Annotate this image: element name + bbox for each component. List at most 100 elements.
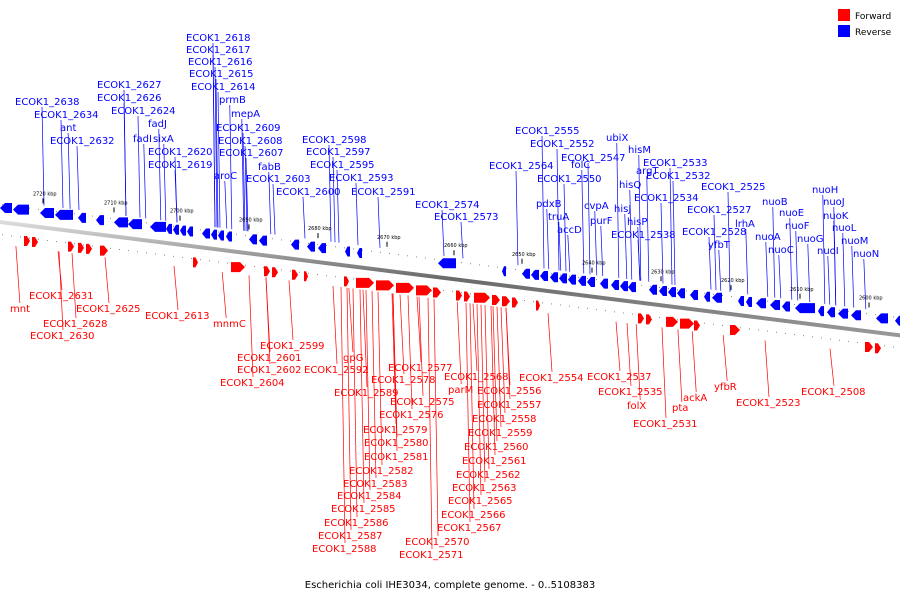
forward-gene-label: ECOK1_2561 [462,456,527,467]
track-ruler-dot [461,262,462,264]
reverse-gene-arrow [540,271,548,282]
track-ruler-dot [848,340,849,342]
reverse-gene-label: argT [636,166,659,177]
reverse-gene-label: ECOK1_2624 [111,106,176,117]
forward-leader-line [764,340,770,398]
track-ruler-dot [65,242,66,244]
track-ruler-dot [299,241,300,243]
reverse-leader-line [616,142,620,278]
reverse-gene-label: ECOK1_2552 [530,139,595,150]
forward-gene-label: ECOK1_2531 [633,419,698,430]
forward-gene-arrow [464,291,470,302]
track-ruler-dot [245,264,246,266]
forward-gene-label: ECOK1_2562 [456,470,521,481]
track-ruler-dot [74,213,75,215]
forward-gene-label: ECOK1_2558 [472,414,537,425]
forward-gene-label: ECOK1_2523 [736,398,801,409]
reverse-gene-label: ant [60,123,76,134]
track-ruler-dot [497,266,498,268]
forward-gene-label: pta [672,403,688,414]
track-ruler-dot [659,287,660,289]
forward-gene-label: ECOK1_2575 [390,397,455,408]
forward-leader-line [661,327,667,419]
track-ruler-dot [272,238,273,240]
legend-label-reverse: Reverse [855,28,892,38]
track-ruler-dot [623,312,624,314]
reverse-gene-label: nuoL [832,223,857,234]
track-ruler-dot [398,254,399,256]
track-ruler-dot [425,257,426,259]
track-ruler-dot [137,251,138,253]
reverse-gene-arrow [166,223,172,234]
reverse-leader-line [567,234,571,272]
reverse-leader-line [789,217,793,300]
forward-gene-arrow [32,237,38,248]
forward-leader-line [722,335,728,382]
axis-tick-label: 2700 kbp [170,209,194,215]
track-ruler-dot [128,250,129,252]
reverse-gene-arrow [307,241,315,252]
track-ruler-dot [254,266,255,268]
reverse-gene-label: nuoH [812,185,838,196]
track-ruler-dot [596,309,597,311]
forward-gene-label: mnt [10,304,30,315]
reverse-leader-line [328,144,332,242]
reverse-leader-line [638,154,642,281]
track-ruler-dot [479,264,480,266]
forward-gene-label: ECOK1_2571 [399,550,464,561]
track-ruler-dot [227,232,228,234]
reverse-leader-line [336,169,340,243]
track-ruler-dot [803,335,804,337]
track-ruler-dot [146,252,147,254]
forward-gene-arrow [666,316,678,327]
track-ruler-dot [839,309,840,311]
reverse-leader-line [460,221,464,259]
reverse-leader-line [272,183,276,235]
reverse-gene-label: ECOK1_2600 [276,187,341,198]
forward-leader-line [399,294,405,375]
reverse-gene-label: nuoC [768,245,794,256]
reverse-gene-arrow [770,300,780,311]
forward-gene-arrow [68,241,74,252]
reverse-gene-arrow [550,272,558,283]
track-ruler-dot [794,334,795,336]
reverse-gene-label: ECOK1_2627 [97,80,162,91]
reverse-leader-line [558,221,562,271]
reverse-gene-label: aroC [214,171,237,182]
forward-gene-arrow [416,285,432,296]
forward-gene-arrow [356,277,374,288]
reverse-leader-line [215,78,219,228]
forward-gene-label: ECOK1_2580 [364,438,429,449]
map-caption: Escherichia coli IHE3034, complete genom… [305,580,595,591]
reverse-gene-arrow [851,310,861,321]
reverse-gene-arrow [649,284,657,295]
reverse-gene-arrow [40,208,54,219]
forward-gene-label: mnmC [213,319,246,330]
forward-gene-arrow [680,318,694,329]
forward-gene-label: ECOK1_2508 [801,387,866,398]
label-leader-lines [15,42,867,550]
track-ruler-dot [578,276,579,278]
reverse-leader-line [76,145,80,210]
forward-leader-line [469,303,475,510]
forward-gene-label: ECOK1_2556 [477,386,542,397]
track-ruler-dot [560,304,561,306]
forward-gene-arrow [304,271,308,282]
reverse-gene-arrow [795,303,815,314]
legend-item-forward: Forward [838,9,891,22]
reverse-leader-line [355,182,359,246]
reverse-leader-line [123,102,127,216]
reverse-leader-line [842,232,846,307]
reverse-gene-arrow [318,243,326,254]
reverse-gene-label: nuoE [779,208,804,219]
track-ruler-dot [290,270,291,272]
forward-leader-line [465,302,471,523]
reverse-leader-line [718,249,722,291]
reverse-gene-label: ECOK1_2533 [643,158,708,169]
forward-leader-line [340,286,346,544]
forward-leader-line [492,306,498,442]
forward-leader-line [352,288,358,518]
track-ruler-dot [380,251,381,253]
reverse-gene-label: ECOK1_2616 [188,57,253,68]
reverse-gene-label: cvpA [584,201,609,212]
